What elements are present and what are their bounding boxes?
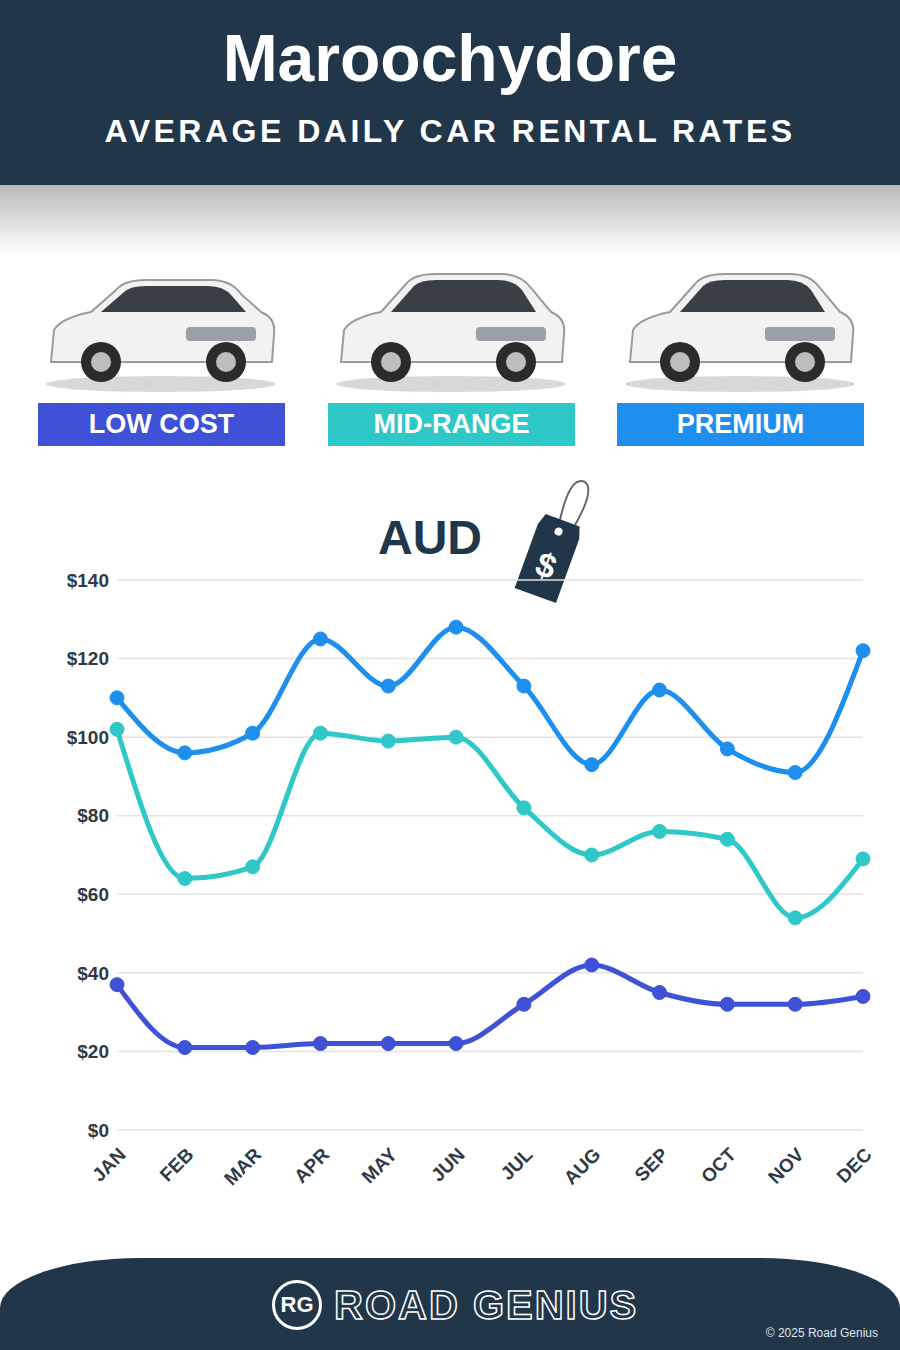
svg-text:OCT: OCT	[697, 1144, 740, 1187]
svg-text:JUL: JUL	[496, 1144, 537, 1185]
html-text:© 2025 Road Genius: © 2025 Road Genius	[765, 1326, 878, 1340]
svg-text:JUN: JUN	[427, 1144, 469, 1186]
svg-text:APR: APR	[290, 1144, 333, 1187]
svg-text:$20: $20	[77, 1041, 109, 1062]
svg-text:$80: $80	[77, 805, 109, 826]
html-text:LOW COST: LOW COST	[88, 409, 235, 439]
svg-text:$60: $60	[77, 884, 109, 905]
html-text:Maroochydore: Maroochydore	[222, 21, 678, 95]
svg-text:DEC: DEC	[833, 1144, 876, 1187]
html-text:AUD: AUD	[378, 511, 482, 564]
svg-text:$100: $100	[67, 727, 109, 748]
html-text:MID-RANGE: MID-RANGE	[373, 409, 530, 439]
html-text:AVERAGE DAILY CAR RENTAL RATES: AVERAGE DAILY CAR RENTAL RATES	[104, 113, 796, 149]
svg-text:AUG: AUG	[560, 1144, 605, 1189]
svg-text:JAN: JAN	[88, 1144, 130, 1186]
html-text:RG: RG	[280, 1292, 314, 1317]
svg-text:$140: $140	[67, 570, 109, 591]
svg-text:FEB: FEB	[156, 1144, 198, 1186]
html-text:PREMIUM: PREMIUM	[676, 409, 805, 439]
svg-text:$120: $120	[67, 648, 109, 669]
html-text:ROAD GENIUS: ROAD GENIUS	[334, 1283, 639, 1327]
svg-text:MAY: MAY	[358, 1144, 402, 1188]
svg-text:MAR: MAR	[220, 1144, 266, 1190]
svg-text:SEP: SEP	[631, 1144, 673, 1186]
svg-text:$0: $0	[88, 1120, 109, 1141]
svg-text:NOV: NOV	[764, 1144, 808, 1188]
svg-text:$40: $40	[77, 963, 109, 984]
